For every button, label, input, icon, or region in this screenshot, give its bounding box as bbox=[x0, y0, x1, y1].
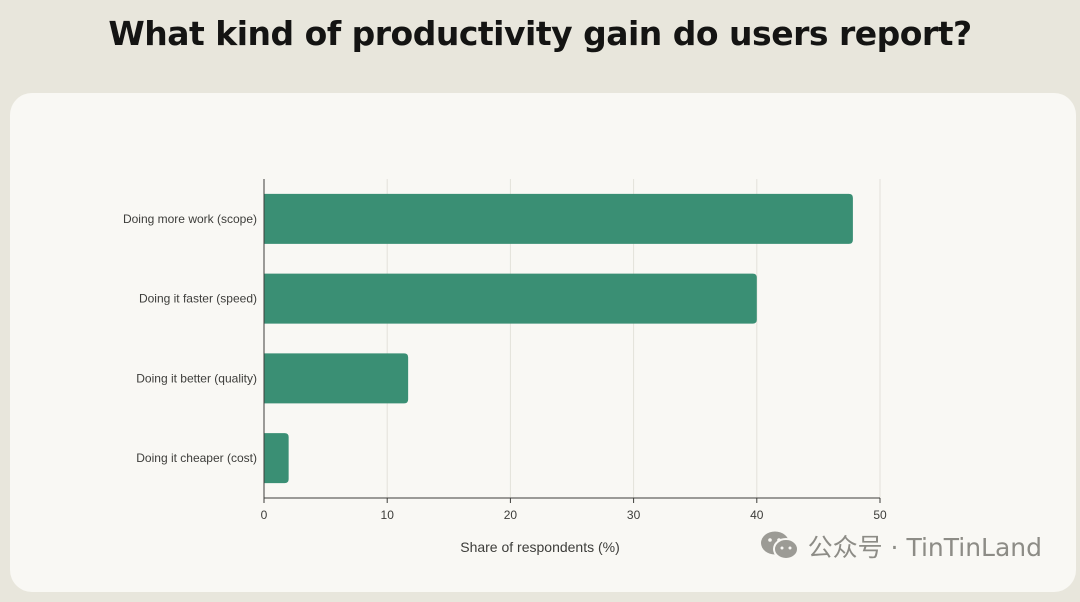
x-tick-label: 40 bbox=[750, 508, 764, 522]
wechat-icon bbox=[760, 530, 800, 562]
watermark: 公众号 · TinTinLand bbox=[760, 528, 1042, 564]
x-tick-label: 10 bbox=[381, 508, 395, 522]
category-label: Doing more work (scope) bbox=[123, 212, 257, 226]
bar bbox=[264, 433, 289, 484]
bar-chart: Doing more work (scope) Doing it faster (… bbox=[123, 179, 887, 555]
bar bbox=[264, 353, 409, 404]
category-label: Doing it better (quality) bbox=[136, 371, 257, 385]
page-title: What kind of productivity gain do users … bbox=[108, 14, 972, 53]
x-tick-label: 50 bbox=[873, 508, 887, 522]
category-label: Doing it faster (speed) bbox=[139, 292, 257, 306]
category-label: Doing it cheaper (cost) bbox=[136, 451, 257, 465]
x-axis-title: Share of respondents (%) bbox=[460, 539, 620, 555]
watermark-text: 公众号 · TinTinLand bbox=[807, 533, 1042, 562]
bar bbox=[264, 273, 757, 324]
bars bbox=[264, 193, 853, 484]
x-tick-label: 30 bbox=[627, 508, 641, 522]
bar bbox=[264, 193, 853, 244]
tick-labels: 0 10 20 30 40 50 bbox=[261, 508, 887, 522]
chart-card: Doing more work (scope) Doing it faster (… bbox=[10, 93, 1076, 592]
x-tick-label: 20 bbox=[504, 508, 518, 522]
axes bbox=[263, 179, 881, 503]
x-tick-label: 0 bbox=[261, 508, 268, 522]
category-labels: Doing more work (scope) Doing it faster (… bbox=[123, 212, 257, 465]
